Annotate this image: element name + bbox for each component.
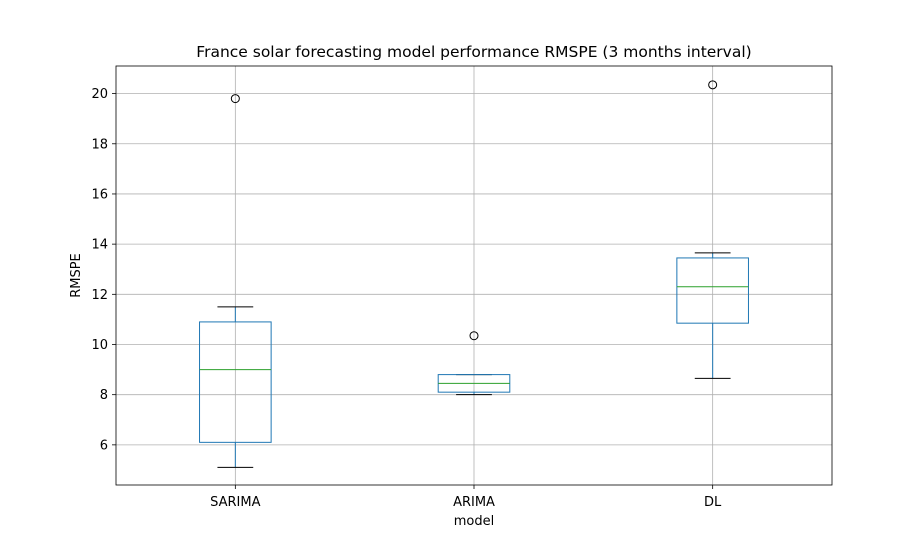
y-tick-label: 12 xyxy=(91,288,108,303)
box-arima xyxy=(437,331,511,396)
y-tick-label: 6 xyxy=(100,438,108,453)
y-tick-label: 20 xyxy=(91,87,108,102)
y-axis-label: RMSPE xyxy=(69,253,84,298)
y-tick-label: 14 xyxy=(91,238,108,253)
x-tick-label-sarima: SARIMA xyxy=(210,495,260,510)
y-tick-label: 16 xyxy=(91,187,108,202)
box-dl xyxy=(676,80,749,379)
outlier-point xyxy=(708,80,718,90)
x-axis-label: model xyxy=(454,514,494,529)
iqr-box xyxy=(676,257,749,324)
outlier-point xyxy=(469,331,479,341)
y-tick-label: 10 xyxy=(91,338,108,353)
plot-frame xyxy=(115,65,833,486)
y-tick-label: 8 xyxy=(100,388,108,403)
grid-lines xyxy=(116,66,832,485)
iqr-box xyxy=(199,321,272,443)
chart-title: France solar forecasting model performan… xyxy=(196,43,751,61)
outlier-point xyxy=(230,94,240,104)
x-tick-label-dl: DL xyxy=(704,495,722,510)
y-tick-label: 18 xyxy=(91,137,108,152)
axes-group: 6 8 10 12 14 16 18 20 SARIMA ARIMA DL xyxy=(91,65,833,510)
box-sarima xyxy=(199,94,272,468)
boxes-group xyxy=(199,80,749,468)
x-tick-label-arima: ARIMA xyxy=(453,495,495,510)
